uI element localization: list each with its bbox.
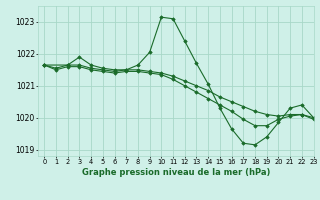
X-axis label: Graphe pression niveau de la mer (hPa): Graphe pression niveau de la mer (hPa)	[82, 168, 270, 177]
